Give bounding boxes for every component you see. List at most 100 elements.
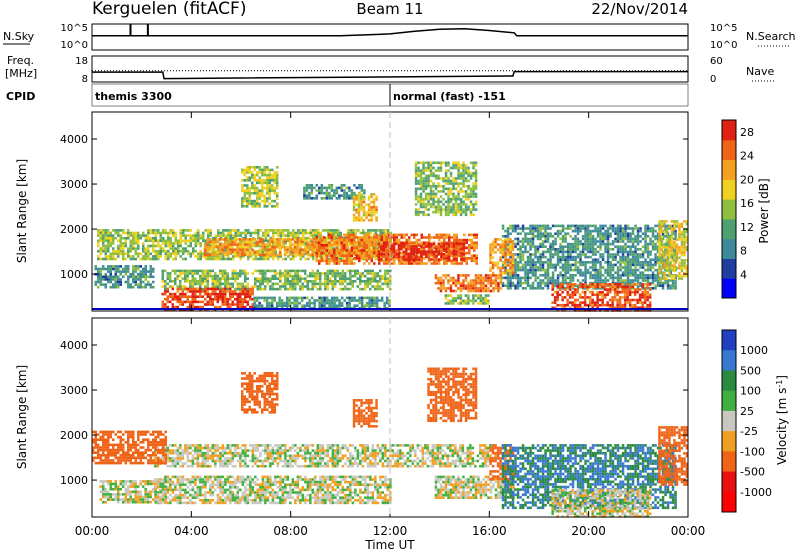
data-cell bbox=[666, 287, 670, 290]
data-cell bbox=[109, 272, 112, 276]
data-cell bbox=[546, 227, 550, 230]
data-cell bbox=[137, 278, 140, 281]
data-cell bbox=[217, 229, 220, 232]
data-cell bbox=[619, 232, 622, 235]
data-cell bbox=[254, 231, 257, 235]
data-cell bbox=[586, 240, 590, 243]
data-cell bbox=[316, 282, 319, 286]
data-cell bbox=[561, 237, 565, 241]
data-cell bbox=[137, 283, 140, 286]
data-cell bbox=[435, 236, 438, 239]
data-cell bbox=[144, 252, 147, 256]
data-cell bbox=[311, 245, 314, 249]
data-cell bbox=[484, 279, 488, 282]
data-cell bbox=[516, 224, 520, 228]
data-cell bbox=[102, 278, 105, 281]
data-cell bbox=[317, 231, 320, 235]
data-cell bbox=[666, 274, 670, 277]
data-cell bbox=[248, 245, 252, 249]
data-cell bbox=[460, 258, 463, 261]
data-cell bbox=[224, 280, 227, 283]
data-cell bbox=[169, 280, 172, 283]
data-cell bbox=[616, 248, 620, 251]
data-cell bbox=[234, 303, 237, 306]
data-cell bbox=[546, 274, 550, 277]
data-cell bbox=[226, 274, 229, 278]
data-cell bbox=[669, 227, 672, 230]
data-cell bbox=[318, 296, 321, 300]
data-cell bbox=[405, 247, 408, 251]
data-cell bbox=[468, 249, 471, 252]
data-cell bbox=[370, 304, 374, 307]
data-cell bbox=[256, 287, 259, 291]
data-cell bbox=[226, 277, 229, 280]
data-cell bbox=[213, 253, 217, 257]
data-cell bbox=[246, 272, 249, 275]
data-cell bbox=[211, 243, 214, 246]
data-cell bbox=[343, 299, 346, 302]
data-cell bbox=[169, 295, 172, 298]
data-cell bbox=[574, 263, 577, 267]
data-cell bbox=[368, 241, 371, 244]
data-cell bbox=[613, 290, 617, 294]
data-cell bbox=[477, 287, 480, 290]
data-cell bbox=[174, 298, 177, 301]
data-cell bbox=[561, 309, 564, 312]
data-cell bbox=[337, 257, 340, 261]
data-cell bbox=[388, 236, 391, 239]
data-cell bbox=[383, 301, 386, 305]
data-cell bbox=[591, 298, 594, 302]
data-cell bbox=[601, 283, 604, 286]
data-cell bbox=[591, 263, 595, 267]
data-cell bbox=[576, 271, 580, 274]
data-cell bbox=[656, 284, 660, 287]
data-cell bbox=[415, 251, 418, 255]
data-cell bbox=[261, 287, 264, 291]
data-cell bbox=[164, 282, 167, 286]
data-cell bbox=[541, 266, 545, 269]
data-cell bbox=[596, 276, 600, 280]
data-cell bbox=[299, 287, 302, 291]
data-cell bbox=[239, 305, 242, 309]
data-cell bbox=[104, 272, 107, 276]
data-cell bbox=[649, 237, 652, 241]
data-cell bbox=[423, 257, 426, 260]
data-cell bbox=[236, 272, 239, 275]
data-cell bbox=[506, 281, 510, 285]
data-cell bbox=[318, 249, 321, 252]
data-cell bbox=[320, 249, 323, 252]
data-cell bbox=[311, 238, 314, 241]
data-cell bbox=[374, 277, 377, 280]
data-cell bbox=[609, 224, 612, 228]
data-cell bbox=[112, 267, 115, 271]
data-cell bbox=[314, 274, 317, 278]
data-cell bbox=[364, 287, 367, 291]
data-cell bbox=[581, 285, 584, 289]
data-cell bbox=[489, 281, 493, 285]
data-cell bbox=[509, 281, 512, 285]
data-cell bbox=[464, 287, 468, 290]
data-cell bbox=[583, 303, 587, 307]
data-cell bbox=[309, 231, 312, 235]
data-cell bbox=[211, 300, 214, 304]
data-cell bbox=[350, 254, 353, 257]
data-cell bbox=[353, 233, 356, 237]
data-cell bbox=[268, 243, 272, 246]
data-cell bbox=[541, 268, 545, 272]
data-cell bbox=[307, 236, 310, 240]
data-cell bbox=[174, 236, 177, 240]
data-cell bbox=[197, 252, 200, 256]
data-cell bbox=[599, 274, 602, 277]
data-cell bbox=[144, 236, 147, 240]
data-cell bbox=[599, 227, 602, 230]
data-cell bbox=[283, 238, 287, 241]
data-cell bbox=[157, 239, 160, 243]
data-cell bbox=[566, 301, 569, 304]
data-cell bbox=[331, 272, 334, 275]
data-cell bbox=[271, 245, 274, 249]
data-cell bbox=[122, 229, 125, 232]
data-cell bbox=[322, 229, 325, 232]
data-cell bbox=[333, 304, 336, 307]
data-cell bbox=[216, 282, 219, 286]
data-cell bbox=[318, 241, 321, 244]
